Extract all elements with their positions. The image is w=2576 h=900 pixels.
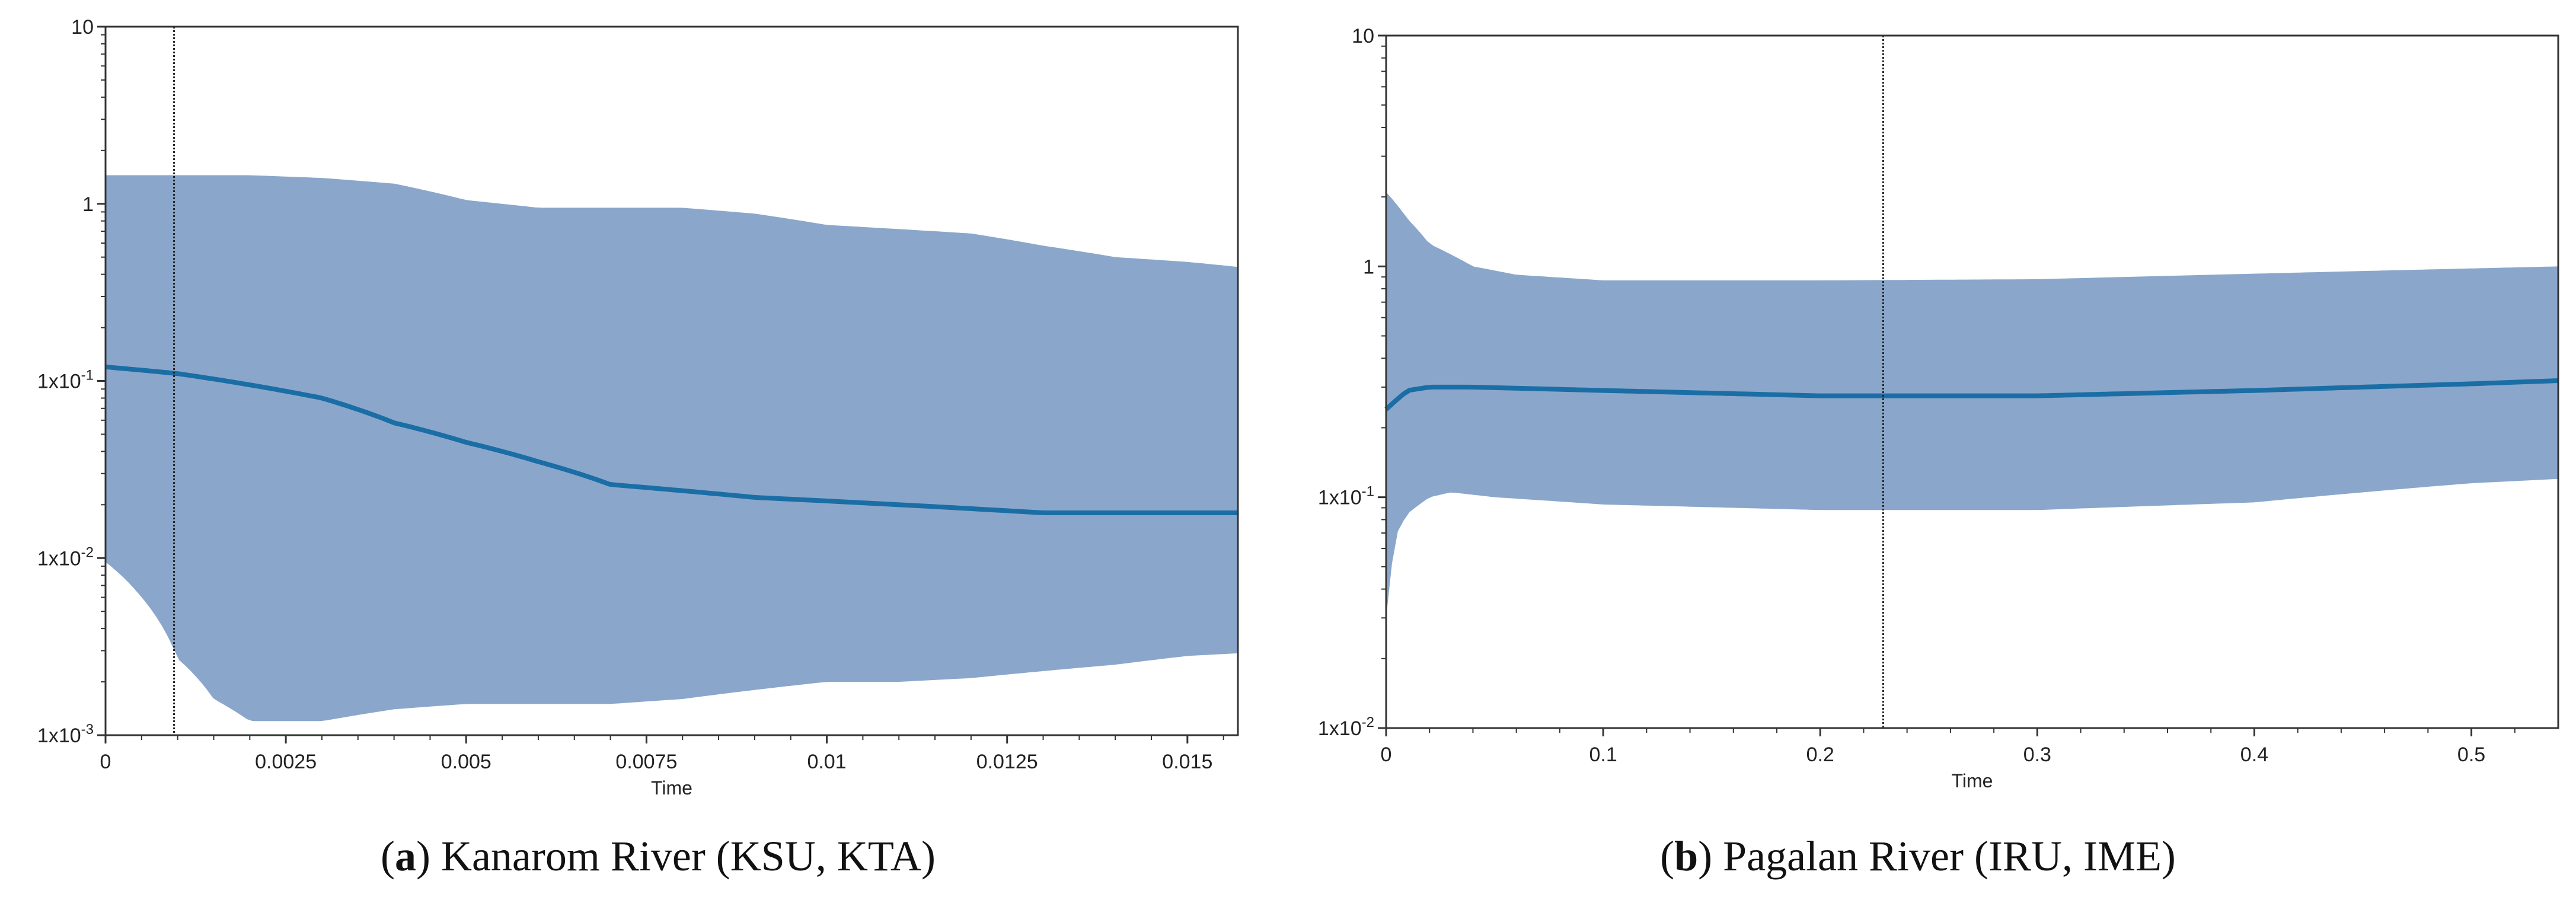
panel-a: 1x10-3 1x10-2 1x10-1 1 10 0 0.0025 0.005 0.0075 0… — [37, 16, 1239, 799]
panel-b-hpd-band — [1386, 192, 2558, 618]
panel-b-median-line — [1384, 378, 2559, 411]
panel-b-x-tick-label: 0.2 — [1806, 743, 1834, 766]
panel-a-median-line — [105, 364, 1238, 515]
panel-a-x-tick-label: 0.005 — [441, 751, 491, 773]
caption-b: (b) Pagalan River (IRU, IME) — [1660, 832, 2176, 880]
panel-a-x-tick-label: 0 — [100, 751, 111, 773]
panel-b-y-tick-label: 1x10-1 — [1318, 484, 1374, 509]
panel-a-hpd-band — [106, 175, 1238, 722]
caption-a: (a) Kanarom River (KSU, KTA) — [381, 832, 936, 880]
panel-a-y-tick-label: 1x10-3 — [37, 722, 94, 747]
caption-b-text: Pagalan River (IRU, IME) — [1723, 832, 2176, 880]
caption-a-text: Kanarom River (KSU, KTA) — [441, 832, 936, 880]
panel-a-x-tick-label: 0.01 — [807, 751, 846, 773]
panel-b-y-tick-label: 1x10-2 — [1318, 714, 1374, 740]
panel-a-x-tick-label: 0.015 — [1162, 751, 1212, 773]
panel-b-x-axis-title: Time — [1952, 770, 1993, 792]
panel-a-x-axis-title: Time — [651, 777, 692, 799]
panel-b-x-tick-label: 0.4 — [2240, 743, 2268, 766]
panel-b-y-tick-label: 1 — [1363, 256, 1374, 278]
panel-a-x-tick-label: 0.0025 — [255, 751, 317, 773]
panel-b-x-tick-label: 0 — [1381, 743, 1392, 766]
panel-b-x-tick-label: 0.3 — [2023, 743, 2051, 766]
panel-a-y-tick-label: 1x10-2 — [37, 544, 94, 570]
panel-b-frame — [1385, 34, 2559, 729]
panel-b-x-tick-label: 0.5 — [2457, 743, 2485, 766]
panel-b-y-tick-label: 10 — [1352, 25, 1374, 47]
panel-a-y-tick-label: 10 — [71, 16, 94, 39]
caption-b-letter: b — [1674, 832, 1698, 880]
caption-a-letter: a — [395, 832, 416, 880]
panel-a-y-tick-label: 1 — [82, 193, 94, 216]
panel-b-x-tick-label: 0.1 — [1589, 743, 1617, 766]
panel-a-x-tick-label: 0.0125 — [976, 751, 1038, 773]
panel-b: 1x10-2 1x10-1 1 10 0 0.1 0.2 0.3 0.4 0.5 Time — [1318, 25, 2559, 792]
panel-a-y-tick-label: 1x10-1 — [37, 368, 94, 393]
panel-a-x-tick-label: 0.0075 — [615, 751, 677, 773]
